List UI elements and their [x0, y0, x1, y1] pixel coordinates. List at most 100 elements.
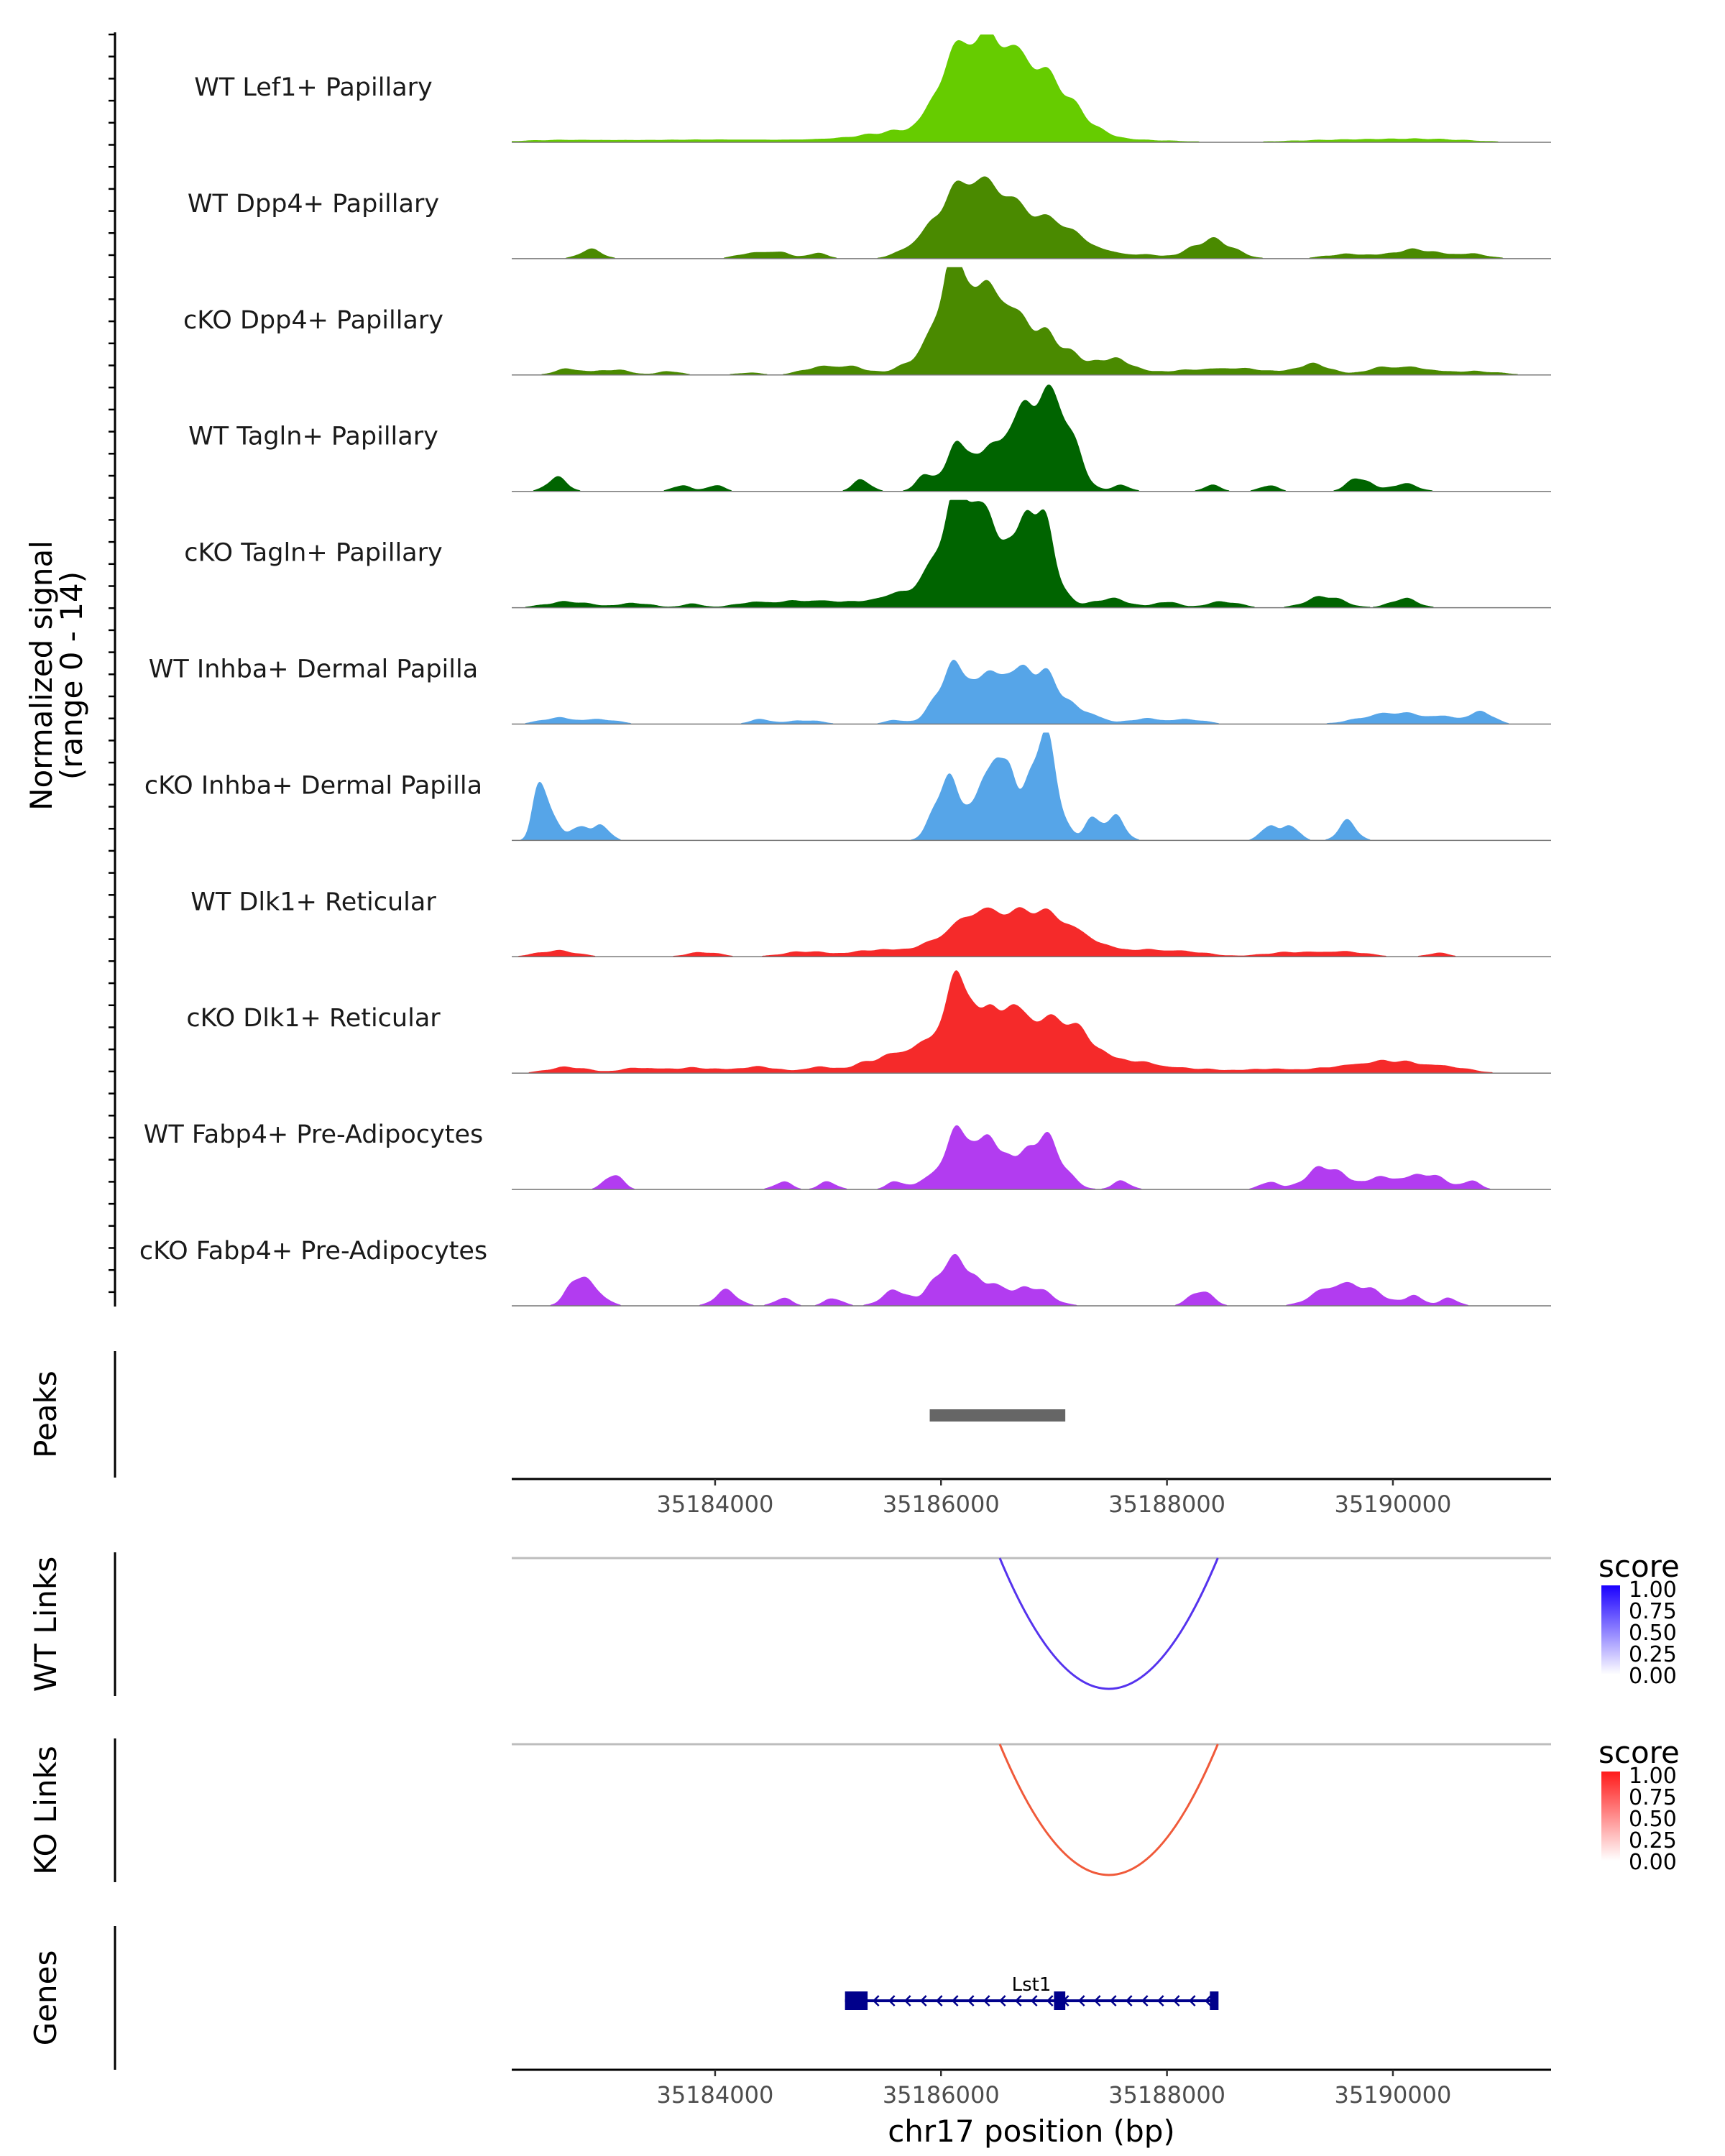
coverage-track: WT Lef1+ Papillary [194, 34, 1551, 143]
strand-chevron [888, 1995, 896, 2007]
legend-label: 0.50 [1629, 1807, 1677, 1832]
link-arc [998, 1743, 1219, 1876]
peaks-label-group: Peaks [28, 1370, 63, 1458]
coverage-panel: Normalized signal(range 0 - 14) WT Lef1+ … [24, 32, 1551, 1307]
strand-chevron [1188, 1995, 1196, 2007]
coverage-track: WT Inhba+ Dermal Papilla [149, 655, 1551, 725]
coverage-area [512, 732, 1551, 841]
coverage-area [512, 970, 1551, 1074]
coverage-track-label: WT Fabp4+ Pre-Adipocytes [144, 1120, 483, 1149]
legend-label: 1.00 [1629, 1764, 1677, 1789]
legend-label: 0.25 [1629, 1642, 1677, 1667]
strand-chevron [1014, 1995, 1022, 2007]
strand-chevron [1109, 1995, 1117, 2007]
legend-label: 0.00 [1629, 1664, 1677, 1689]
x-tick-label: 35190000 [1335, 1491, 1452, 1518]
coverage-area [512, 267, 1551, 375]
gene-exon [1054, 1991, 1066, 2010]
strand-chevron [1046, 1995, 1054, 2007]
coverage-track: cKO Fabp4+ Pre-Adipocytes [139, 1237, 1551, 1307]
legend-colorbar [1601, 1772, 1620, 1861]
gene-exon [845, 1991, 868, 2010]
coverage-track-label: cKO Dlk1+ Reticular [186, 1004, 441, 1033]
genes-panel: Genes Lst1 [28, 1926, 1219, 2070]
coverage-track-label: cKO Dpp4+ Papillary [183, 306, 443, 335]
x-axis-bottom: 35184000 35186000 35188000 35190000 chr17 po… [512, 2068, 1551, 2149]
legend-title: score [1598, 1735, 1680, 1770]
link-arc [998, 1557, 1219, 1690]
coverage-area [512, 660, 1551, 724]
coverage-area [512, 176, 1551, 259]
links-label: WT Links [28, 1557, 63, 1692]
strand-chevron [1030, 1995, 1038, 2007]
strand-chevron [1172, 1995, 1180, 2007]
x-axis-title: chr17 position (bp) [888, 2114, 1175, 2149]
links-label-group: WT Links [28, 1557, 63, 1692]
coverage-area [512, 384, 1551, 492]
strand-chevron [872, 1995, 880, 2007]
x-tick-label: 35186000 [883, 1491, 1000, 1518]
coverage-track-label: WT Lef1+ Papillary [194, 73, 433, 102]
coverage-area [512, 1125, 1551, 1190]
legend-title: score [1598, 1549, 1680, 1584]
strand-chevron [1204, 1995, 1212, 2007]
coverage-track: cKO Dpp4+ Papillary [183, 267, 1551, 376]
coverage-track-label: WT Dlk1+ Reticular [190, 888, 436, 916]
legend-label: 1.00 [1629, 1577, 1677, 1603]
peak-region [929, 1409, 1066, 1422]
coverage-track: WT Fabp4+ Pre-Adipocytes [144, 1120, 1551, 1190]
strand-chevron [967, 1995, 975, 2007]
legend-label: 0.25 [1629, 1828, 1677, 1853]
x-tick-label: 35188000 [1108, 1491, 1225, 1518]
x-tick-label: 35188000 [1108, 2081, 1225, 2109]
coverage-track: WT Tagln+ Papillary [188, 384, 1551, 492]
coverage-track-label: cKO Inhba+ Dermal Papilla [144, 771, 482, 800]
gene-exon [1210, 1991, 1219, 2010]
x-tick-label: 35184000 [656, 1491, 773, 1518]
x-axis-top: 35184000 35186000 35188000 35190000 [512, 1478, 1551, 1518]
genes-label: Genes [28, 1950, 63, 2046]
legend-label: 0.75 [1629, 1599, 1677, 1624]
coverage-area [512, 907, 1551, 957]
legend-label: 0.50 [1629, 1621, 1677, 1646]
strand-chevron [919, 1995, 927, 2007]
genes-label-group: Genes [28, 1950, 63, 2046]
coverage-track: cKO Inhba+ Dermal Papilla [144, 732, 1551, 842]
strand-chevron [951, 1995, 959, 2007]
coverage-area [512, 34, 1551, 142]
strand-chevron [1093, 1995, 1101, 2007]
strand-chevron [1125, 1995, 1133, 2007]
coverage-area [512, 1253, 1551, 1306]
coverage-track: WT Dpp4+ Papillary [188, 176, 1551, 259]
coverage-track: WT Dlk1+ Reticular [190, 888, 1551, 958]
coverage-track-label: WT Inhba+ Dermal Papilla [149, 655, 478, 684]
x-tick-label: 35190000 [1335, 2081, 1452, 2109]
strand-chevron [998, 1995, 1006, 2007]
coverage-ylabel-range: (range 0 - 14) [54, 571, 89, 780]
x-tick-label: 35186000 [883, 2081, 1000, 2109]
coverage-ylabel: Normalized signal [24, 540, 59, 811]
strand-chevron [935, 1995, 943, 2007]
peaks-panel: Peaks [28, 1351, 1066, 1478]
gene-name-label: Lst1 [1012, 1974, 1052, 1996]
links-label-group: KO Links [28, 1746, 63, 1875]
links-label: KO Links [28, 1746, 63, 1875]
legend-label: 0.00 [1629, 1850, 1677, 1875]
strand-chevron [903, 1995, 911, 2007]
coverage-track-label: cKO Fabp4+ Pre-Adipocytes [139, 1237, 487, 1266]
strand-chevron [983, 1995, 990, 2007]
strand-chevron [1156, 1995, 1164, 2007]
coverage-ylabel-group: Normalized signal(range 0 - 14) [24, 540, 89, 811]
coverage-track: cKO Tagln+ Papillary [184, 499, 1551, 609]
legend-label: 0.75 [1629, 1785, 1677, 1810]
coverage-track-label: WT Tagln+ Papillary [188, 423, 438, 451]
peaks-label: Peaks [28, 1370, 63, 1458]
coverage-track-label: WT Dpp4+ Papillary [188, 190, 439, 218]
coverage-area [512, 499, 1551, 608]
